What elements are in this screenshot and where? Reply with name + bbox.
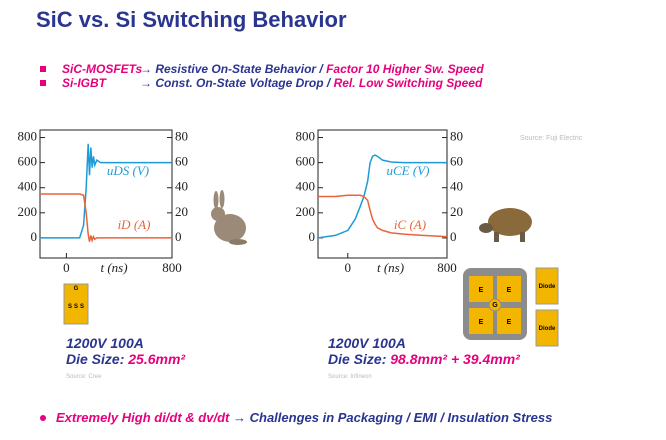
- die-size: Die Size: 98.8mm² + 39.4mm²: [328, 351, 520, 367]
- series-line: [318, 154, 447, 239]
- diode-label: Diode: [539, 284, 556, 290]
- bullet-text: → Const. On-State Voltage Drop / Rel. Lo…: [140, 76, 483, 90]
- bullet-term: SiC-MOSFETs: [62, 62, 143, 76]
- y2-tick-label: 40: [450, 179, 463, 194]
- x-tick-label: 0: [63, 260, 70, 275]
- y-tick-label: 200: [18, 204, 38, 219]
- y-tick-label: 0: [309, 229, 316, 244]
- y2-tick-label: 20: [175, 204, 188, 219]
- bullets: SiC-MOSFETs → Resistive On-State Behavio…: [62, 62, 484, 90]
- arrow: →: [140, 76, 152, 90]
- y-tick-label: 600: [18, 154, 38, 169]
- highlight: Factor 10 Higher Sw. Speed: [326, 62, 484, 76]
- die-label: Die Size:: [66, 351, 124, 367]
- series-line: [40, 143, 172, 239]
- chip-label: S: [68, 304, 72, 310]
- y2-tick-label: 80: [175, 129, 188, 144]
- bullet: [40, 66, 46, 72]
- arrow: →: [233, 410, 246, 425]
- y-tick-label: 400: [18, 179, 38, 194]
- series-label: iD (A): [118, 217, 151, 232]
- plot-frame: [317, 129, 448, 259]
- y2-tick-label: 0: [450, 229, 457, 244]
- y-tick-label: 0: [31, 229, 38, 244]
- chip-label: E: [479, 319, 484, 326]
- y-tick-label: 400: [296, 179, 316, 194]
- x-tick-label: 800: [437, 260, 457, 275]
- text: Resistive On-State Behavior /: [155, 62, 324, 76]
- die-value: 25.6mm²: [127, 351, 185, 367]
- slide-title: SiC vs. Si Switching Behavior: [36, 7, 347, 32]
- chip-label: S: [80, 304, 84, 310]
- series-label: uCE (V): [387, 163, 430, 178]
- source: Source: Infineon: [328, 374, 372, 380]
- chip-label: E: [507, 319, 512, 326]
- y-tick-label: 600: [296, 154, 316, 169]
- y-tick-label: 800: [18, 129, 38, 144]
- chip-label: G: [492, 302, 498, 309]
- series-line: [40, 193, 172, 243]
- series-label: iC (A): [394, 217, 426, 232]
- y2-tick-label: 0: [175, 229, 182, 244]
- igbt-chip: E E G E E Diode Diode: [463, 267, 559, 347]
- x-axis-label: t (ns): [100, 260, 127, 275]
- device-info: 1200V 100A Die Size: 25.6mm² 1200V 100A …: [66, 335, 520, 367]
- series-line: [318, 194, 447, 238]
- x-tick-label: 800: [162, 260, 182, 275]
- y-tick-label: 800: [296, 129, 316, 144]
- footer-rest: Challenges in Packaging / EMI / Insulati…: [250, 410, 553, 425]
- highlight: Rel. Low Switching Speed: [334, 76, 483, 90]
- rating: 1200V 100A: [328, 335, 406, 351]
- source: Source: Fuji Electric: [520, 135, 583, 142]
- diode-label: Diode: [539, 326, 556, 332]
- y2-tick-label: 40: [175, 179, 188, 194]
- y-tick-label: 200: [296, 204, 316, 219]
- chip-label: E: [507, 287, 512, 294]
- arrow: →: [140, 62, 152, 76]
- die-value: 98.8mm² + 39.4mm²: [390, 351, 520, 367]
- y2-tick-label: 80: [450, 129, 463, 144]
- bullet: [40, 415, 46, 421]
- text: Const. On-State Voltage Drop /: [155, 76, 332, 90]
- y2-tick-label: 60: [450, 154, 463, 169]
- footer: Extremely High di/dt & dv/dt → Challenge…: [56, 410, 552, 425]
- source: Source: Cree: [66, 374, 102, 380]
- die-label: Die Size:: [328, 351, 386, 367]
- chip-label: S: [74, 304, 78, 310]
- x-axis-label: t (ns): [377, 260, 404, 275]
- chip-label: E: [479, 287, 484, 294]
- bullet-term: Si-IGBT: [62, 76, 108, 90]
- chip-label: G: [74, 286, 79, 292]
- y2-tick-label: 60: [175, 154, 188, 169]
- footer-text: Extremely High di/dt & dv/dt: [56, 410, 230, 425]
- turtle-icon: [479, 208, 532, 242]
- rabbit-icon: [211, 190, 247, 245]
- rating: 1200V 100A: [66, 335, 144, 351]
- x-tick-label: 0: [345, 260, 352, 275]
- die-size: Die Size: 25.6mm²: [66, 351, 185, 367]
- bullet: [40, 80, 46, 86]
- y2-tick-label: 20: [450, 204, 463, 219]
- series-label: uDS (V): [107, 163, 149, 178]
- bullet-text: → Resistive On-State Behavior / Factor 1…: [140, 62, 484, 76]
- sic-chip: G S S S: [63, 283, 89, 325]
